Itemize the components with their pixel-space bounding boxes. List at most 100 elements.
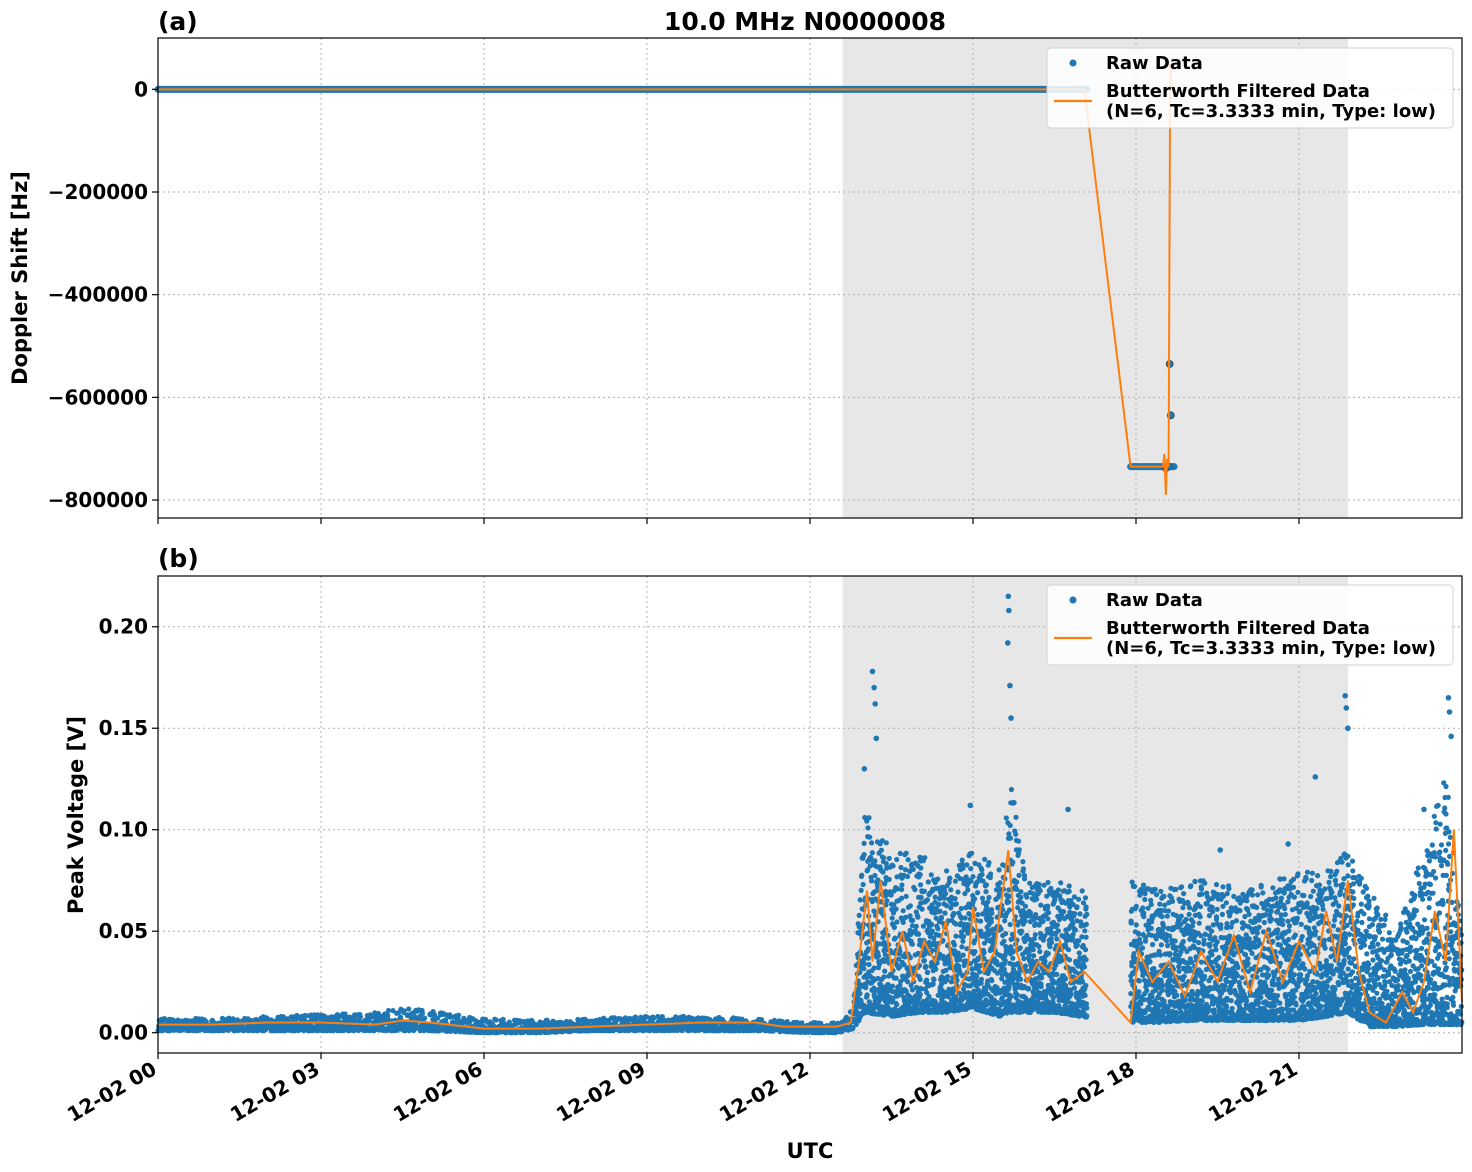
raw-data-point-b-3236 [972, 896, 978, 902]
raw-data-point-b-2218 [861, 852, 867, 858]
raw-data-point-b-705 [385, 1012, 391, 1018]
raw-data-point-b-3118 [959, 944, 965, 950]
raw-data-point-b-4559 [1159, 914, 1165, 920]
raw-data-point-b-4263 [1083, 934, 1089, 940]
raw-data-point-b-4902 [1196, 920, 1202, 926]
raw-data-point-b-2740 [918, 865, 924, 871]
raw-data-point-b-4632 [1167, 951, 1173, 957]
raw-data-point-b-2310 [871, 908, 877, 914]
raw-data-point-b-1194 [544, 1017, 550, 1024]
raw-data-point-b-2735 [917, 872, 923, 878]
raw-data-point-b-4382 [1140, 905, 1146, 911]
raw-data-point-b-4073 [1063, 976, 1069, 982]
raw-data-point-b-2319 [872, 858, 878, 864]
raw-data-point-b-4737 [1178, 913, 1184, 919]
raw-data-point-b-2265 [866, 961, 872, 968]
raw-data-point-b-4655 [1169, 898, 1176, 905]
raw-data-point-b-2514 [893, 906, 899, 912]
raw-data-point-b-3594 [1010, 976, 1017, 982]
raw-data-point-b-3793 [1032, 932, 1038, 938]
raw-data-point-b-3340 [983, 889, 989, 895]
raw-data-point-b-2390 [880, 935, 886, 941]
raw-data-point-b-3253 [974, 973, 980, 979]
y-tick-label-a-0: 0 [134, 77, 148, 101]
raw-data-point-b-3865 [1040, 918, 1046, 924]
raw-data-point-b-2221 [861, 961, 868, 967]
raw-data-point-b-4342 [1136, 931, 1142, 937]
raw-data-point-b-755 [401, 1008, 407, 1014]
raw-data-point-b-3292 [978, 928, 984, 934]
raw-data-point-b-2477 [889, 915, 895, 921]
raw-data-point-b-2579 [900, 919, 906, 926]
raw-data-point-b-2862 [931, 977, 937, 983]
raw-data-point-b-4781 [1183, 916, 1189, 922]
raw-data-point-b-4348 [1136, 978, 1142, 984]
raw-data-point-b-3369 [986, 894, 992, 901]
raw-data-point-b-3991 [1054, 936, 1060, 942]
raw-data-point-b-3562 [1007, 822, 1013, 829]
raw-data-point-b-2513 [893, 975, 899, 981]
raw-data-point-b-4269 [1084, 1013, 1090, 1019]
raw-data-point-b-2987 [945, 974, 951, 980]
raw-data-point-b-3912 [1045, 879, 1051, 886]
raw-data-point-b-3506 [1001, 938, 1007, 944]
raw-data-point-b-3394 [989, 978, 995, 984]
raw-data-point-b-3738 [1026, 952, 1032, 959]
raw-data-point-b-2407 [882, 968, 888, 974]
raw-data-point-b-4916 [1198, 933, 1204, 939]
raw-data-point-b-2288 [869, 840, 875, 846]
raw-data-point-b-3831 [1036, 881, 1042, 888]
raw-data-point-b-3641 [1016, 838, 1022, 844]
raw-data-point-b-4757 [1181, 891, 1187, 897]
raw-data-point-b-3999 [1054, 922, 1060, 928]
raw-data-point-b-2623 [905, 857, 911, 863]
raw-data-point-b-3222 [970, 874, 976, 880]
raw-data-point-b-3202 [968, 878, 974, 884]
raw-data-point-b-4227 [1079, 888, 1085, 894]
raw-data-point-b-4509 [1153, 892, 1160, 898]
raw-data-point-b-2481 [889, 983, 896, 989]
raw-data-point-b-3384 [988, 871, 994, 877]
y-axis-label-a: Doppler Shift [Hz] [8, 171, 32, 385]
raw-data-point-b-2605 [903, 850, 909, 856]
raw-data-point-b-766 [405, 1012, 411, 1018]
raw-data-point-b-3777 [1030, 947, 1036, 953]
raw-data-point-b-3575 [1008, 786, 1015, 793]
raw-data-point-b-4105 [1066, 888, 1072, 895]
raw-data-point-b-2191 [858, 887, 864, 894]
raw-data-point-b-4029 [1058, 880, 1064, 886]
raw-data-point-b-1078 [506, 1019, 512, 1025]
raw-data-point-b-4495 [1152, 886, 1158, 892]
raw-data-point-b-3238 [972, 949, 978, 955]
raw-data-point-b-3661 [1018, 889, 1024, 895]
raw-data-point-b-3717 [1024, 894, 1030, 900]
raw-data-point-b-4895 [1196, 940, 1202, 946]
raw-data-point-b-2546 [897, 964, 903, 970]
raw-data-point-b-4563 [1159, 983, 1165, 989]
raw-data-point-b-4872 [1193, 979, 1199, 985]
raw-data-point-b-3629 [1014, 992, 1020, 998]
raw-data-point-b-2269 [867, 834, 873, 840]
raw-data-point-b-3547 [1005, 899, 1012, 905]
raw-data-point-b-3884 [1042, 958, 1048, 964]
raw-data-point-b-3085 [955, 950, 961, 956]
raw-data-point-b-4139 [1070, 921, 1076, 927]
raw-data-point-b-2970 [943, 891, 949, 897]
raw-data-point-b-4099 [1065, 947, 1072, 953]
raw-data-point-b-3122 [959, 857, 965, 863]
raw-data-point-b-4110 [1066, 957, 1073, 963]
raw-data-point-b-2773 [921, 958, 928, 964]
raw-data-point-b-3057 [952, 896, 958, 902]
raw-data-point-b-4272 [1128, 991, 1134, 997]
raw-data-point-b-2428 [884, 898, 890, 904]
raw-data-point-b-4771 [1182, 997, 1188, 1003]
raw-data-point-b-3173 [965, 887, 971, 893]
raw-data-point-b-2645 [907, 903, 914, 909]
raw-data-point-b-3952 [1049, 985, 1056, 991]
legend-raw-label-a: Raw Data [1106, 53, 1203, 74]
raw-data-point-b-2552 [897, 850, 903, 857]
raw-data-point-b-4554 [1158, 942, 1164, 948]
raw-data-point-b-1005 [483, 1016, 489, 1023]
raw-data-point-b-3060 [952, 878, 959, 884]
raw-data-point-b-2600 [902, 914, 909, 921]
